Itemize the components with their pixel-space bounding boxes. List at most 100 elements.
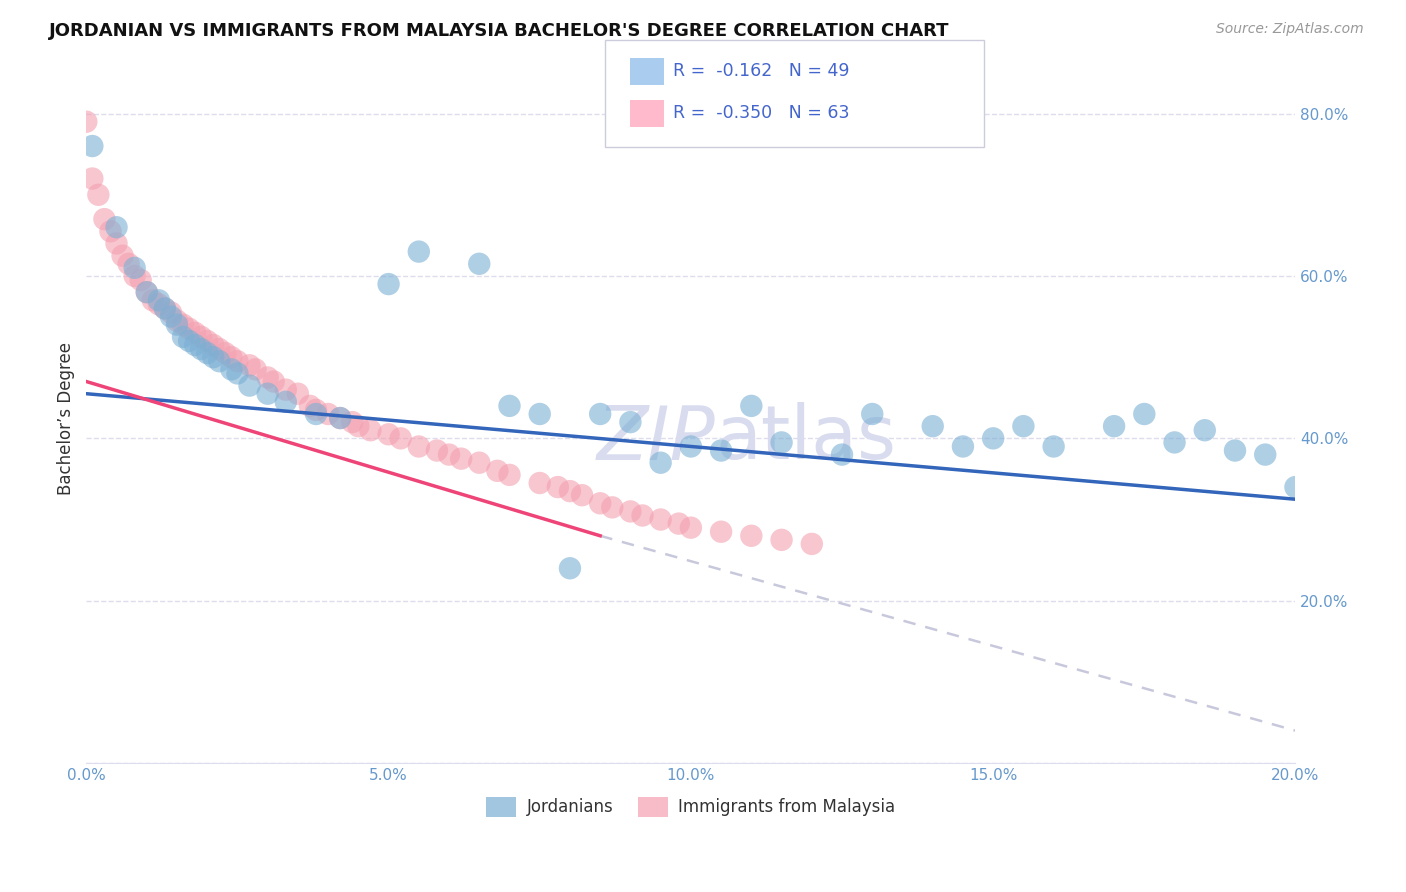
Point	[740, 529, 762, 543]
Point	[184, 338, 207, 352]
Point	[631, 508, 654, 523]
Point	[831, 448, 853, 462]
Point	[135, 285, 157, 300]
Point	[377, 427, 399, 442]
Point	[153, 301, 176, 316]
Point	[558, 561, 581, 575]
Point	[190, 330, 212, 344]
Text: R =  -0.162   N = 49: R = -0.162 N = 49	[673, 62, 851, 80]
Point	[75, 114, 97, 128]
Point	[426, 443, 449, 458]
Point	[770, 533, 793, 547]
Point	[679, 440, 702, 454]
Point	[111, 249, 134, 263]
Point	[1163, 435, 1185, 450]
Text: atlas: atlas	[716, 402, 896, 475]
Point	[468, 456, 491, 470]
Point	[1012, 419, 1035, 434]
Point	[142, 293, 165, 308]
Point	[124, 260, 146, 275]
Point	[100, 224, 122, 238]
Point	[770, 435, 793, 450]
Point	[1254, 448, 1277, 462]
Point	[202, 338, 225, 352]
Point	[129, 273, 152, 287]
Point	[1102, 419, 1125, 434]
Point	[800, 537, 823, 551]
Point	[221, 362, 243, 376]
Point	[498, 399, 520, 413]
Point	[82, 139, 104, 153]
Point	[177, 334, 200, 348]
Point	[1133, 407, 1156, 421]
Point	[274, 394, 297, 409]
Point	[619, 504, 641, 518]
Point	[359, 423, 381, 437]
Text: R =  -0.350   N = 63: R = -0.350 N = 63	[673, 104, 851, 122]
Point	[226, 354, 249, 368]
Point	[329, 411, 352, 425]
Point	[153, 301, 176, 316]
Point	[263, 375, 285, 389]
Point	[214, 346, 236, 360]
Point	[305, 403, 328, 417]
Point	[226, 367, 249, 381]
Point	[221, 350, 243, 364]
Point	[600, 500, 623, 515]
Point	[1223, 443, 1246, 458]
Point	[245, 362, 267, 376]
Point	[238, 378, 260, 392]
Point	[589, 407, 612, 421]
Point	[347, 419, 370, 434]
Point	[208, 342, 231, 356]
Point	[589, 496, 612, 510]
Point	[148, 293, 170, 308]
Point	[305, 407, 328, 421]
Point	[408, 440, 430, 454]
Point	[329, 411, 352, 425]
Point	[921, 419, 943, 434]
Point	[160, 305, 183, 319]
Point	[389, 431, 412, 445]
Point	[256, 370, 278, 384]
Point	[547, 480, 569, 494]
Point	[82, 171, 104, 186]
Point	[135, 285, 157, 300]
Point	[1042, 440, 1064, 454]
Text: Source: ZipAtlas.com: Source: ZipAtlas.com	[1216, 22, 1364, 37]
Point	[166, 318, 188, 332]
Point	[105, 220, 128, 235]
Point	[238, 359, 260, 373]
Point	[860, 407, 883, 421]
Point	[650, 512, 672, 526]
Point	[117, 257, 139, 271]
Point	[668, 516, 690, 531]
Point	[166, 313, 188, 327]
Point	[195, 334, 218, 348]
Text: JORDANIAN VS IMMIGRANTS FROM MALAYSIA BACHELOR'S DEGREE CORRELATION CHART: JORDANIAN VS IMMIGRANTS FROM MALAYSIA BA…	[49, 22, 949, 40]
Point	[408, 244, 430, 259]
Point	[981, 431, 1004, 445]
Point	[148, 297, 170, 311]
Point	[172, 318, 194, 332]
Text: ZIP: ZIP	[596, 403, 716, 475]
Point	[558, 484, 581, 499]
Point	[377, 277, 399, 291]
Point	[195, 346, 218, 360]
Point	[287, 386, 309, 401]
Point	[177, 322, 200, 336]
Point	[256, 386, 278, 401]
Point	[486, 464, 509, 478]
Point	[190, 342, 212, 356]
Point	[93, 212, 115, 227]
Point	[124, 268, 146, 283]
Point	[529, 407, 551, 421]
Point	[468, 257, 491, 271]
Point	[619, 415, 641, 429]
Point	[740, 399, 762, 413]
Point	[172, 330, 194, 344]
Point	[437, 448, 460, 462]
Point	[105, 236, 128, 251]
Point	[160, 310, 183, 324]
Point	[1284, 480, 1306, 494]
